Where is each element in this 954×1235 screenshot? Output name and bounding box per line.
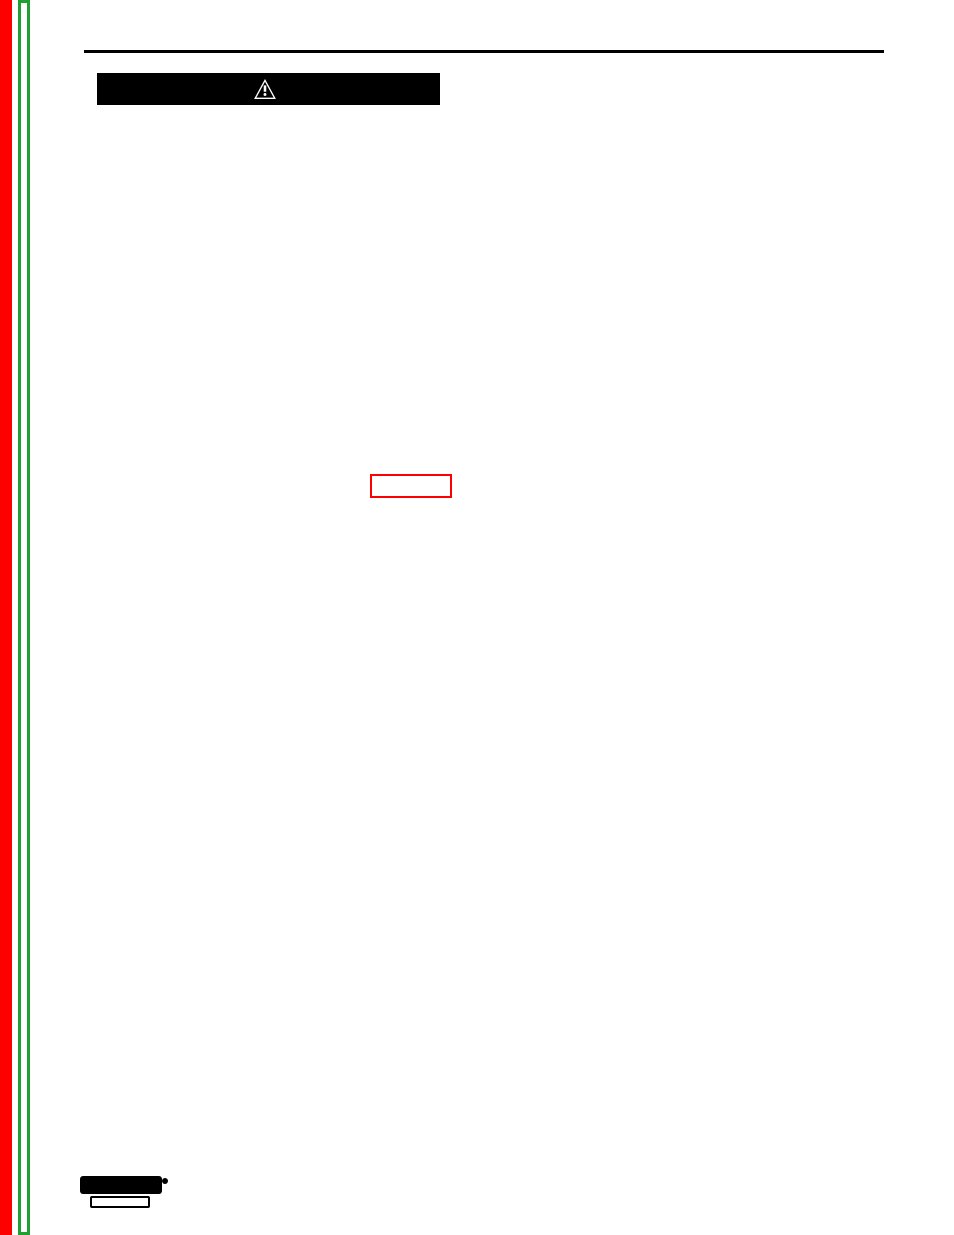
lincoln-electric-logo: LINCOLN ELECTRIC — [80, 1176, 166, 1208]
logo-bottom-bar — [90, 1196, 150, 1208]
warning-banner — [97, 73, 440, 105]
logo-registered-dot — [162, 1178, 168, 1184]
manual-page: LINCOLN ELECTRIC — [0, 0, 954, 1235]
header-rule — [84, 50, 884, 53]
margin-stripe-green — [18, 0, 30, 1235]
warning-triangle-icon — [254, 79, 276, 99]
callout-highlight-box — [370, 474, 452, 498]
margin-stripe-red — [0, 0, 12, 1235]
logo-top-bar — [80, 1176, 162, 1194]
